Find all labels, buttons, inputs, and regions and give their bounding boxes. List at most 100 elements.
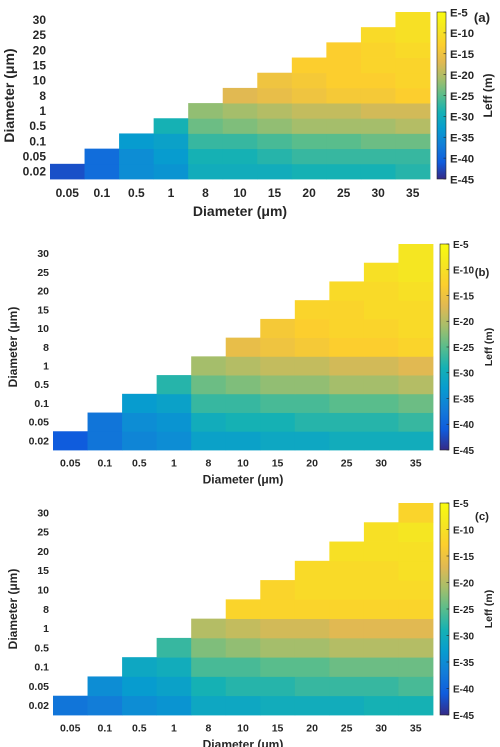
heatmap-cell (50, 163, 85, 180)
heatmap-cell (225, 618, 261, 639)
heatmap-cell (326, 87, 362, 104)
heatmap-cell (222, 103, 258, 119)
x-tick-label: 0.05 (60, 723, 81, 735)
heatmap-cell (398, 580, 434, 600)
y-tick-label: 1 (43, 361, 49, 373)
heatmap-cell (329, 580, 365, 600)
y-tick-label: 0.5 (34, 642, 49, 654)
y-axis-label: Diameter (μm) (6, 569, 20, 650)
colorbar-tick-label: E-25 (453, 605, 475, 616)
heatmap-cell (191, 657, 227, 677)
heatmap-cell (260, 676, 296, 697)
heatmap-cell (329, 541, 365, 562)
heatmap-cell (260, 657, 296, 677)
y-tick-label: 8 (43, 604, 49, 616)
heatmap-cell (119, 133, 155, 150)
heatmap-cell (363, 599, 399, 620)
heatmap-cell (260, 337, 296, 357)
heatmap-cell (191, 676, 227, 697)
heatmap-cell (363, 618, 399, 639)
heatmap-cell (363, 262, 399, 282)
heatmap-cell (291, 163, 327, 180)
y-tick-label: 15 (37, 304, 49, 316)
heatmap-cell (257, 118, 293, 134)
heatmap-cell (257, 87, 293, 104)
x-tick-label: 0.05 (56, 186, 80, 200)
y-tick-label: 0.05 (29, 681, 50, 693)
y-tick-label: 20 (37, 286, 49, 298)
x-tick-label: 30 (375, 723, 387, 735)
x-tick-label: 0.5 (132, 723, 147, 735)
y-tick-label: 8 (43, 342, 49, 354)
heatmap-cell (87, 676, 123, 697)
heatmap-cell (225, 393, 261, 413)
colorbar-label: Leff (m) (481, 74, 495, 118)
heatmap-cell (398, 262, 434, 282)
heatmap-cell (225, 676, 261, 697)
y-tick-label: 25 (33, 28, 47, 42)
heatmap-panel: 0.05 0.1 0.5 1 8 10 15 20 25 30 35 0.02 0.05 0.1 0.5 1 8… (6, 499, 495, 747)
heatmap-cell (294, 560, 330, 581)
colorbar-tick-label: E-35 (450, 133, 475, 145)
heatmap-cell (395, 118, 431, 134)
y-tick-label: 10 (37, 585, 49, 597)
heatmap-cell (398, 560, 434, 581)
heatmap-cell (222, 148, 258, 165)
heatmap-cell (191, 356, 227, 376)
heatmap-cell (363, 393, 399, 413)
colorbar-tick-label: E-45 (453, 446, 475, 457)
x-tick-label: 1 (168, 186, 175, 200)
heatmap-cell (398, 503, 434, 523)
y-tick-label: 30 (37, 248, 49, 260)
y-tick-label: 1 (43, 623, 49, 635)
heatmap-cell (398, 300, 434, 320)
heatmap-cell (153, 163, 189, 180)
colorbar-tick-label: E-45 (453, 711, 475, 722)
heatmap-cell (225, 356, 261, 376)
heatmap-cell (326, 72, 362, 89)
panel-tag: (c) (475, 511, 489, 523)
heatmap-cell (294, 318, 330, 339)
colorbar-tick-label: E-25 (453, 343, 475, 354)
heatmap-cell (87, 431, 123, 451)
heatmap-cell (294, 676, 330, 697)
x-tick-label: 35 (406, 186, 420, 200)
colorbar-tick-label: E-30 (453, 369, 475, 380)
x-tick-label: 0.5 (128, 186, 145, 200)
heatmap-cell (225, 599, 261, 620)
x-tick-label: 25 (337, 186, 351, 200)
x-tick-label: 25 (341, 723, 353, 735)
heatmap-cell (191, 695, 227, 716)
heatmap-cell (291, 72, 327, 89)
heatmap-cell (329, 412, 365, 432)
x-tick-label: 10 (237, 723, 249, 735)
heatmap-cell (294, 356, 330, 376)
heatmap-cell (87, 412, 123, 432)
heatmap-cell (122, 657, 158, 677)
x-tick-label: 20 (302, 186, 316, 200)
heatmap-cell (395, 87, 431, 104)
heatmap-cell (360, 148, 396, 165)
colorbar-tick-label: E-40 (450, 153, 474, 165)
y-tick-label: 20 (37, 546, 49, 558)
heatmap-cell (156, 431, 192, 451)
heatmap-cell (191, 412, 227, 432)
heatmap-cell (260, 431, 296, 451)
colorbar-tick-label: E-15 (450, 49, 475, 61)
heatmap-cell (188, 118, 224, 134)
heatmap-cell (225, 431, 261, 451)
y-tick-label: 0.02 (23, 165, 47, 179)
heatmap-cell (329, 676, 365, 697)
x-tick-label: 8 (206, 723, 212, 735)
heatmap-cell (395, 103, 431, 119)
colorbar-tick-label: E-40 (453, 420, 475, 431)
colorbar-tick-label: E-30 (450, 112, 474, 124)
colorbar-label: Leff (m) (483, 590, 495, 629)
heatmap-cell (156, 695, 192, 716)
heatmap-cell (225, 637, 261, 658)
y-tick-label: 8 (39, 89, 46, 103)
heatmap-cell (329, 695, 365, 716)
heatmap-cell (84, 163, 120, 180)
heatmap-cell (398, 375, 434, 395)
